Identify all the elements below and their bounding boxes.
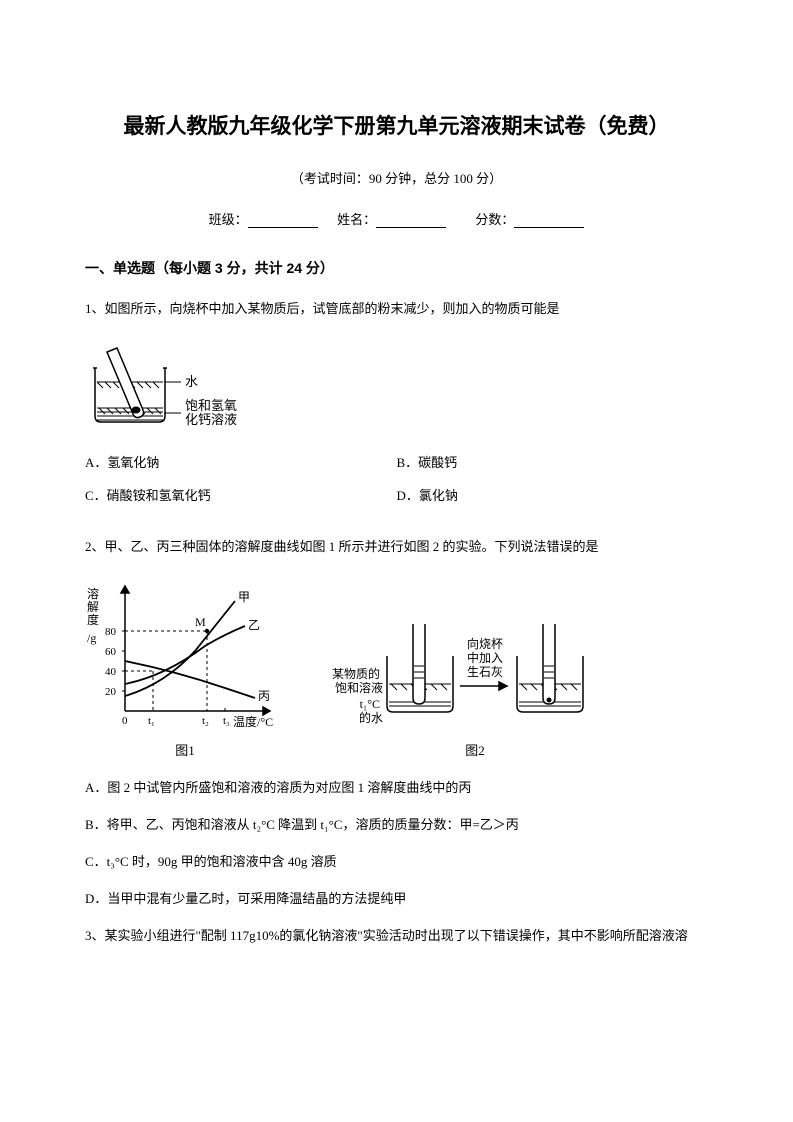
page-title: 最新人教版九年级化学下册第九单元溶液期末试卷（免费）	[85, 110, 708, 140]
svg-text:0: 0	[122, 715, 128, 727]
score-blank[interactable]	[514, 213, 584, 228]
q1-label-water: 水	[185, 374, 198, 389]
name-blank[interactable]	[376, 213, 446, 228]
svg-text:温度/°C: 温度/°C	[233, 714, 273, 729]
svg-text:20: 20	[105, 686, 117, 698]
q2-opt-b[interactable]: B．将甲、乙、丙饱和溶液从 t₂°C 降温到 t₁°C，溶质的质量分数：甲=乙＞…	[85, 814, 708, 833]
q2-opt-d[interactable]: D．当甲中混有少量乙时，可采用降温结晶的方法提纯甲	[85, 888, 708, 907]
svg-text:某物质的 饱和溶液: 某物质的 饱和溶液	[332, 666, 383, 695]
svg-text:向烧杯 中加入 生石: 向烧杯 中加入 生石灰	[467, 636, 506, 679]
svg-text:溶解度: 溶解度	[87, 586, 99, 627]
q1-opt-b[interactable]: B．碳酸钙	[397, 452, 709, 471]
exam-info: （考试时间：90 分钟，总分 100 分）	[85, 168, 708, 187]
q2-chart: 20 40 60 80 0 t₁ t₂ t₃	[85, 576, 285, 736]
q3-stem: 3、某实验小组进行"配制 117g10%的氯化钠溶液"实验活动时出现了以下错误操…	[85, 925, 708, 947]
q1-opt-a[interactable]: A．氢氧化钠	[85, 452, 397, 471]
q2-opt-a[interactable]: A．图 2 中试管内所盛饱和溶液的溶质为对应图 1 溶解度曲线中的丙	[85, 777, 708, 796]
q2-fig2-caption: 图2	[325, 740, 625, 759]
svg-text:40: 40	[105, 666, 117, 678]
q1-opt-d[interactable]: D．氯化钠	[397, 485, 709, 504]
svg-text:t₂: t₂	[202, 715, 209, 727]
q1-opt-c[interactable]: C．硝酸铵和氢氧化钙	[85, 485, 397, 504]
svg-text:乙: 乙	[248, 618, 260, 632]
svg-text:饱和氢氧 化钙溶液: 饱和氢氧 化钙溶液	[185, 398, 240, 427]
q2-options: A．图 2 中试管内所盛饱和溶液的溶质为对应图 1 溶解度曲线中的丙 B．将甲、…	[85, 777, 708, 907]
class-blank[interactable]	[248, 213, 318, 228]
q2-fig1-caption: 图1	[85, 740, 285, 759]
q2-opt-c[interactable]: C．t₃°C 时，90g 甲的饱和溶液中含 40g 溶质	[85, 851, 708, 870]
q1-options: A．氢氧化钠 B．碳酸钙 C．硝酸铵和氢氧化钙 D．氯化钠	[85, 452, 708, 518]
class-label: 班级：	[209, 212, 248, 227]
q1-figure: 水 饱和氢氧 化钙溶液	[85, 338, 708, 438]
student-info-line: 班级： 姓名： 分数：	[85, 209, 708, 228]
name-label: 姓名：	[337, 212, 376, 227]
svg-text:t₁°C 的水: t₁°C 的水	[359, 697, 383, 725]
section-1-head: 一、单选题（每小题 3 分，共计 24 分）	[85, 258, 708, 278]
score-label: 分数：	[475, 212, 514, 227]
svg-text:/g: /g	[87, 631, 96, 645]
svg-text:60: 60	[105, 646, 117, 658]
svg-text:丙: 丙	[258, 689, 270, 703]
svg-text:80: 80	[105, 626, 117, 638]
q2-stem: 2、甲、乙、丙三种固体的溶解度曲线如图 1 所示并进行如图 2 的实验。下列说法…	[85, 536, 708, 558]
svg-text:t₃: t₃	[223, 715, 230, 727]
q1-stem: 1、如图所示，向烧杯中加入某物质后，试管底部的粉末减少，则加入的物质可能是	[85, 298, 708, 320]
svg-text:t₁: t₁	[148, 715, 155, 727]
q2-experiment: 某物质的 饱和溶液 t₁°C 的水 向烧杯 中加入 生石灰	[325, 606, 625, 736]
svg-text:M: M	[195, 615, 206, 629]
svg-text:甲: 甲	[238, 590, 250, 604]
q2-figures: 20 40 60 80 0 t₁ t₂ t₃	[85, 576, 708, 759]
